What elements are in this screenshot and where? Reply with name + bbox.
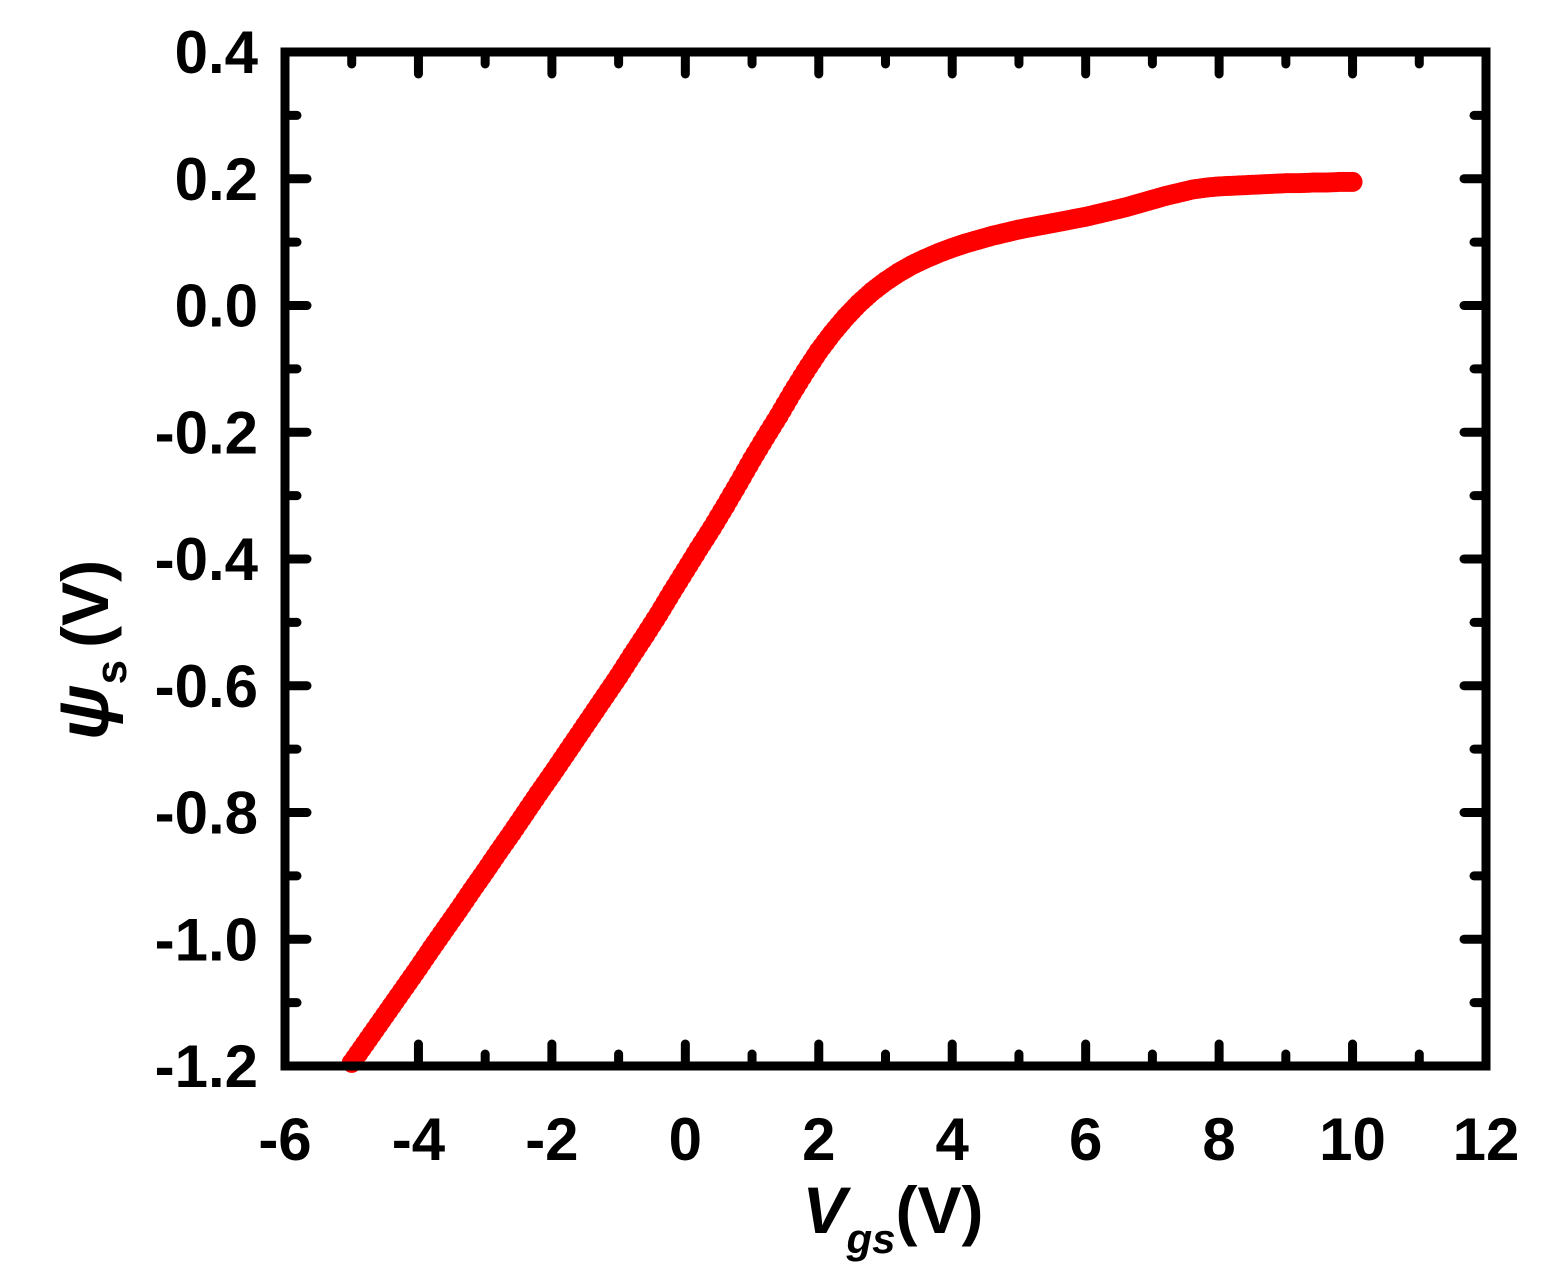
data-series <box>341 171 1363 1073</box>
x-tick-label: 0 <box>669 1106 702 1173</box>
x-tick-label: 12 <box>1453 1106 1520 1173</box>
y-tick-label: -0.2 <box>155 399 258 466</box>
y-tick-labels: -1.2 -1.0 -0.8 -0.6 -0.4 -0.2 0.0 0.2 0.4 <box>155 19 259 1100</box>
plot-frame <box>280 47 1491 1071</box>
x-axis-title: Vgs(V) <box>802 1173 983 1262</box>
y-axis-title-unit: (V) <box>48 560 122 648</box>
y-tick-label: 0.4 <box>175 19 259 86</box>
x-axis-title-unit: (V) <box>896 1173 984 1247</box>
x-tick-label: 2 <box>802 1106 835 1173</box>
y-axis-title: ψs (V) <box>44 560 136 740</box>
x-tick-label: -6 <box>258 1106 311 1173</box>
y-tick-label: -0.8 <box>155 780 258 847</box>
x-tick-label: -4 <box>392 1106 446 1173</box>
x-tick-label: 8 <box>1202 1106 1235 1173</box>
x-tick-label: 6 <box>1069 1106 1102 1173</box>
x-axis-title-symbol: V <box>802 1173 851 1247</box>
x-axis-title-subscript: gs <box>846 1215 896 1262</box>
y-tick-label: -0.4 <box>155 526 259 593</box>
x-tick-labels: -6 -4 -2 0 2 4 6 8 10 12 <box>258 1106 1519 1173</box>
y-axis-title-symbol: ψ <box>44 684 124 740</box>
x-tick-label: -2 <box>525 1106 578 1173</box>
x-tick-label: 10 <box>1319 1106 1386 1173</box>
y-tick-label: -0.6 <box>155 653 258 720</box>
y-tick-label: 0.0 <box>175 273 258 340</box>
y-tick-label: -1.2 <box>155 1033 258 1100</box>
y-tick-label: 0.2 <box>175 146 258 213</box>
data-point <box>1342 171 1363 192</box>
x-tick-label: 4 <box>936 1106 970 1173</box>
y-tick-label: -1.0 <box>155 906 258 973</box>
y-axis-title-subscript: s <box>87 660 136 684</box>
